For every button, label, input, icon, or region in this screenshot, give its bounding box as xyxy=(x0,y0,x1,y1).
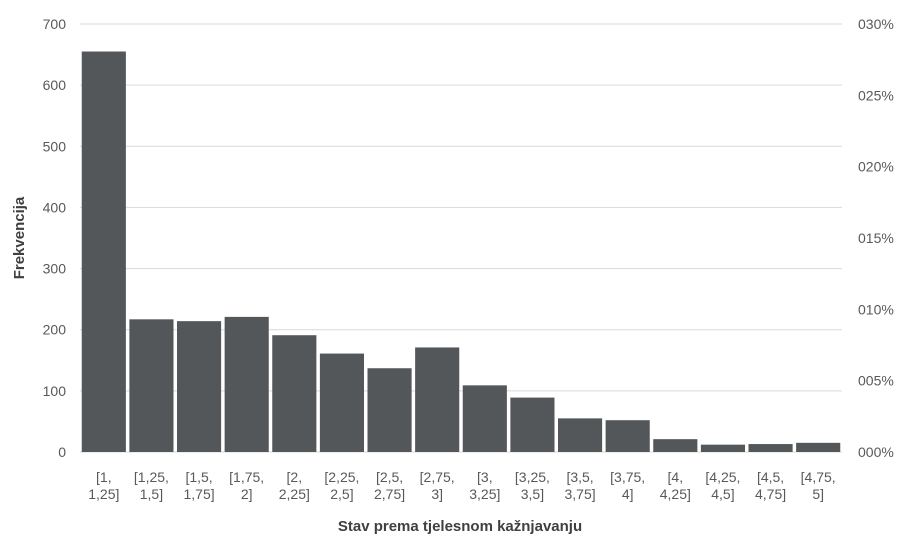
x-tick-label: [2,75, 3] xyxy=(420,469,455,502)
y-tick-label: 200 xyxy=(43,322,67,338)
bar xyxy=(367,368,412,452)
x-tick-label: [3, 3,25] xyxy=(469,469,500,502)
x-tick-label: [2, 2,25] xyxy=(279,469,310,502)
x-tick-label: [1,5, 1,75] xyxy=(183,469,214,502)
x-axis-title: Stav prema tjelesnom kažnjavanju xyxy=(338,518,582,535)
x-tick-label: [3,75, 4] xyxy=(610,469,645,502)
x-tick-label: [3,5, 3,75] xyxy=(564,469,595,502)
x-tick-label: [3,25, 3,5] xyxy=(515,469,550,502)
x-tick-label: [4,75, 5] xyxy=(801,469,836,502)
bar xyxy=(700,444,745,452)
y2-tick-label: 025% xyxy=(858,87,894,103)
bar xyxy=(129,319,174,452)
x-tick-label: [1,75, 2] xyxy=(229,469,264,502)
bar xyxy=(319,353,364,452)
x-tick-label: [4,5, 4,75] xyxy=(755,469,786,502)
y-tick-label: 400 xyxy=(43,199,67,215)
bar xyxy=(748,444,793,452)
bar xyxy=(81,51,126,453)
bar xyxy=(462,385,507,452)
x-tick-label: [4,25, 4,5] xyxy=(705,469,740,502)
bars xyxy=(81,51,841,453)
y-tick-label: 700 xyxy=(43,16,67,32)
x-tick-label: [1, 1,25] xyxy=(88,469,119,502)
bar xyxy=(605,420,650,452)
bar xyxy=(177,321,222,452)
y2-tick-label: 010% xyxy=(858,301,894,317)
y2-tick-label: 020% xyxy=(858,159,894,175)
y-tick-label: 500 xyxy=(43,138,67,154)
bar xyxy=(272,335,317,452)
x-tick-label: [4, 4,25] xyxy=(660,469,691,502)
bar xyxy=(415,347,460,452)
y-axis-right-ticks: 000% 005% 010% 015% 020% 025% 030% xyxy=(858,16,894,460)
bar xyxy=(510,397,555,452)
bar xyxy=(558,418,603,452)
y-axis-title: Frekvencija xyxy=(11,196,28,279)
y-tick-label: 300 xyxy=(43,261,67,277)
y-axis-left-ticks: 0 100 200 300 400 500 600 700 xyxy=(43,16,67,460)
x-tick-label: [2,25, 2,5] xyxy=(324,469,359,502)
y-tick-label: 600 xyxy=(43,77,67,93)
bar xyxy=(653,439,698,452)
x-axis-ticks: [1, 1,25] [1,25, 1,5] [1,5, 1,75] [1,75, 2] [2, 2… xyxy=(88,469,835,502)
y-tick-label: 100 xyxy=(43,383,67,399)
y2-tick-label: 005% xyxy=(858,373,894,389)
y2-tick-label: 000% xyxy=(858,444,894,460)
x-tick-label: [2,5, 2,75] xyxy=(374,469,405,502)
y2-tick-label: 015% xyxy=(858,230,894,246)
bar xyxy=(224,316,269,452)
y2-tick-label: 030% xyxy=(858,16,894,32)
bar xyxy=(796,442,841,452)
x-tick-label: [1,25, 1,5] xyxy=(134,469,169,502)
y-tick-label: 0 xyxy=(58,444,66,460)
